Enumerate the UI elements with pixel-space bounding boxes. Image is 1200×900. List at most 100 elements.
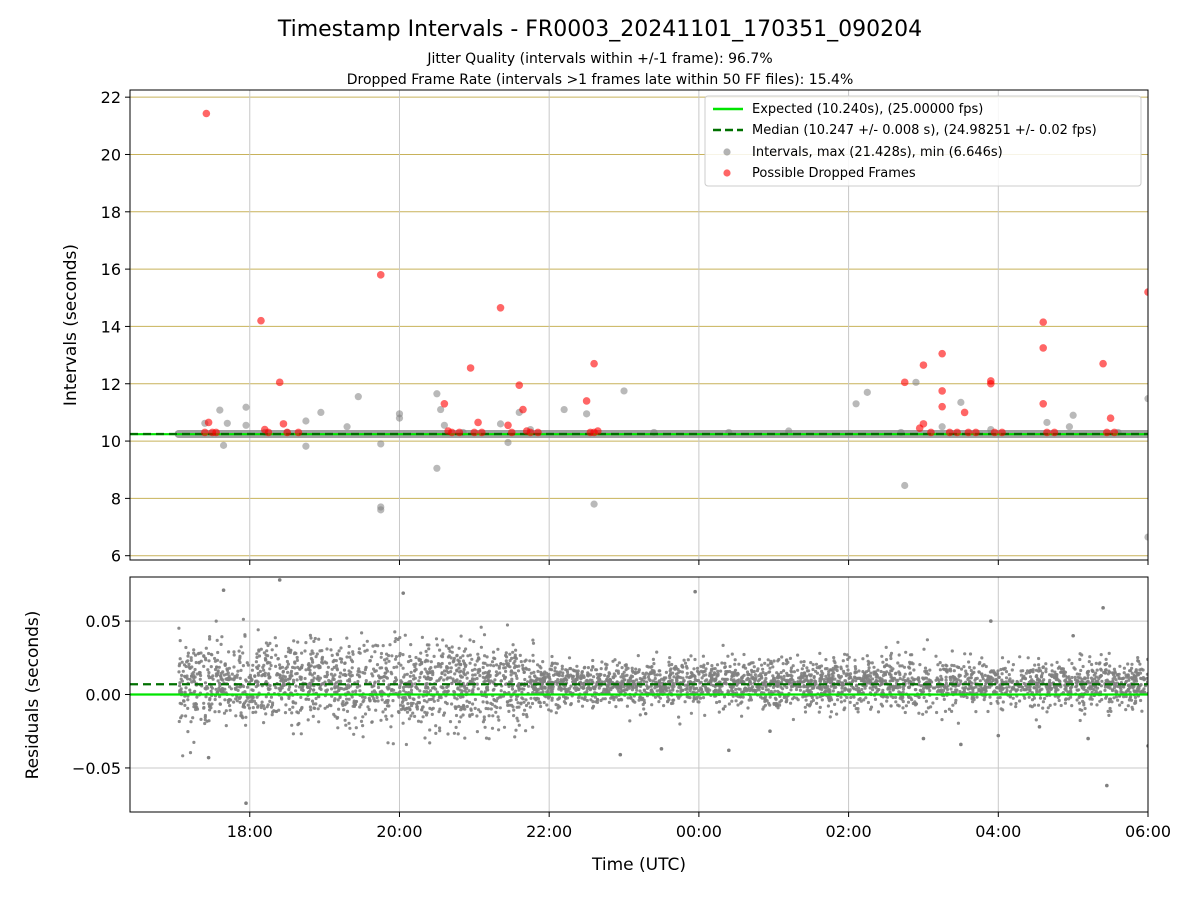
residual-point [677,715,681,719]
residual-point [820,698,824,702]
residual-point [476,652,480,656]
residual-point [1028,685,1032,689]
residual-point [828,715,832,719]
residual-point [789,670,794,674]
residual-point [342,687,346,691]
residual-point [913,700,917,704]
residual-point [1118,664,1122,668]
residual-point [619,686,623,690]
residual-point [545,690,549,694]
residual-point [756,667,760,671]
residual-point [1048,703,1052,708]
residual-point [945,664,949,668]
residual-point [708,688,712,692]
residual-point [1065,675,1069,680]
residual-point [390,672,394,676]
residual-point [545,703,549,707]
residual-point [788,656,793,661]
residual-point [579,677,583,681]
residual-point [961,686,965,690]
residual-point [1052,685,1057,689]
dropped-frame-point [953,428,961,437]
residual-point [721,707,726,711]
residual-point [514,689,518,693]
residual-point [467,700,472,705]
residual-point [580,670,585,674]
residual-point [355,685,359,689]
residual-point [467,689,471,693]
residual-point [472,685,476,689]
residual-point [839,700,844,704]
residual-point [1078,718,1082,723]
residual-point [751,661,755,665]
residual-point [723,665,728,669]
residual-point [453,672,457,676]
dropped-frame-point [590,428,598,437]
residual-point [335,667,339,671]
residual-point [408,654,412,659]
interval-point [223,419,231,427]
residual-point [482,633,487,637]
residual-point [620,698,624,702]
residual-point [910,676,914,680]
residual-point [493,657,497,661]
residual-point [950,649,954,653]
residual-point [894,686,898,690]
residual-point [536,697,541,701]
residual-point [619,690,623,694]
dropped-frame-point [1039,400,1048,408]
residual-point [766,658,770,662]
residual-point [268,661,272,665]
residual-point [1088,685,1092,689]
residual-point [1104,668,1108,672]
residual-point [1050,674,1054,679]
residual-point [1053,702,1057,706]
residual-point [476,687,480,691]
residual-point [531,638,535,642]
residual-point [671,701,675,705]
residual-point [354,699,359,704]
residuals-points-group [130,578,1148,805]
residual-outlier-point [1037,725,1042,729]
residual-point [557,697,561,701]
residual-point [441,638,445,642]
residual-point [1143,677,1147,681]
residual-point [697,689,701,693]
residual-point [219,675,223,679]
residual-point [856,710,860,714]
residual-point [657,669,661,673]
residual-point [1136,671,1140,675]
residual-point [207,659,211,663]
intervals-series-layer [130,109,1148,541]
residual-point [287,646,291,651]
residual-point [1009,702,1013,706]
residual-point [637,698,641,702]
residual-point [1041,700,1045,704]
residual-point [1008,677,1012,681]
residual-point [497,664,501,669]
residual-point [390,714,394,718]
residual-point [1040,671,1045,675]
residual-point [489,663,493,667]
residual-point [227,666,231,670]
residual-point [358,651,362,655]
dropped-frame-point [519,405,527,414]
residual-point [427,643,431,647]
residual-point [267,673,271,677]
residual-point [1126,662,1130,666]
residual-point [798,688,803,692]
residual-point [963,674,967,678]
residual-point [208,698,212,702]
residual-point [512,708,516,712]
residual-point [457,720,461,724]
residual-point [381,710,385,714]
residual-point [577,699,581,703]
residual-point [630,666,634,670]
residual-point [470,689,475,693]
residual-point [1108,697,1112,701]
residual-point [875,679,879,683]
residual-point [408,696,412,700]
residual-point [896,661,900,665]
residual-point [974,685,978,689]
residual-point [867,666,871,670]
